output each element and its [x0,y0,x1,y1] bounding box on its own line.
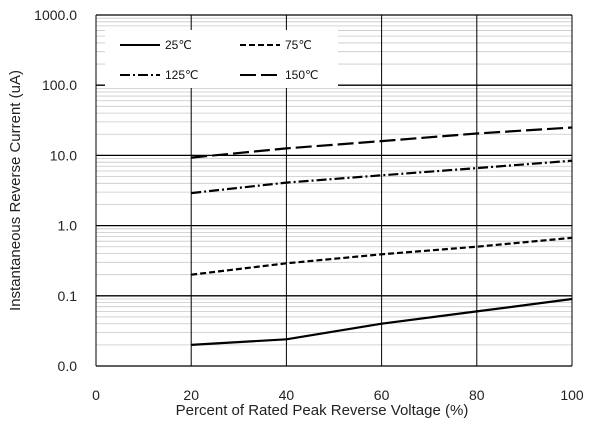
series-line [191,297,573,346]
y-tick-label: 0.1 [58,288,78,304]
series-line [191,236,573,276]
y-tick-label: 1.0 [58,218,78,234]
y-tick-label: 100.0 [42,77,77,93]
y-tick-label: 10.0 [50,147,77,163]
series-lines [191,126,573,346]
legend-label: 25℃ [165,38,192,52]
legend-label: 75℃ [285,38,312,52]
x-tick-label: 80 [469,387,485,403]
legend-label: 125℃ [165,68,199,82]
x-axis-title: Percent of Rated Peak Reverse Voltage (%… [176,402,469,419]
series-line [191,159,573,195]
tick-labels: 0.0 0.1 1.0 10.0 100.0 1000.0 0 20 40 60 80 100 [34,7,584,403]
x-tick-label: 0 [92,387,100,403]
x-tick-label: 60 [374,387,390,403]
legend-label: 150℃ [285,68,319,82]
series-line [191,126,573,159]
y-tick-label: 0.0 [58,358,78,374]
x-tick-label: 40 [279,387,295,403]
x-tick-label: 100 [560,387,584,403]
x-tick-label: 20 [183,387,199,403]
y-axis-title: Instantaneous Reverse Current (uA) [7,70,24,311]
legend: 25℃ 75℃ 125℃ 150℃ [105,30,338,88]
y-tick-label: 1000.0 [34,7,77,23]
grid-lines [95,14,573,367]
legend-box [105,30,338,88]
